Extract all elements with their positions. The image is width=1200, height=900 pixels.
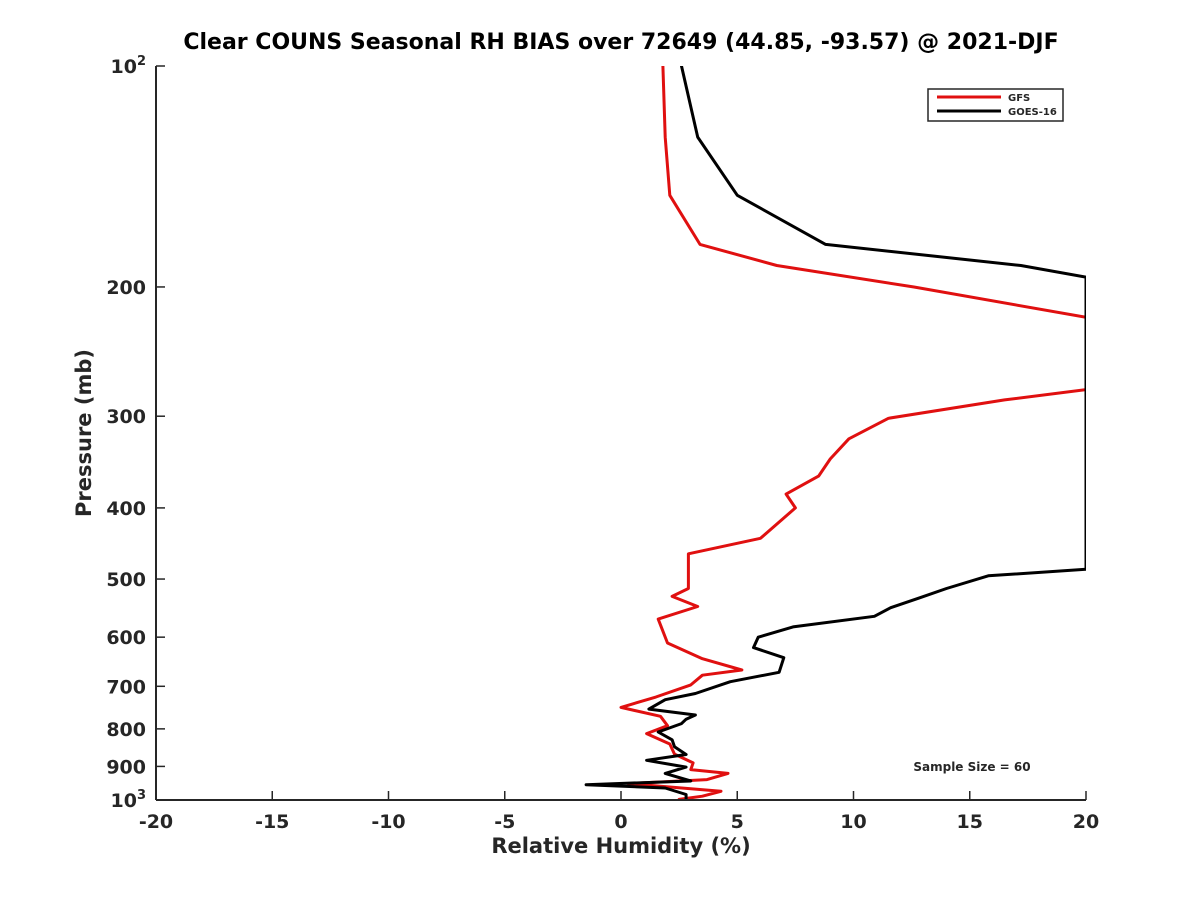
- legend-box: [927, 88, 1064, 122]
- legend-label-gfs: GFS: [1008, 93, 1030, 104]
- x-tick-label: 20: [1073, 811, 1099, 833]
- x-tick-label: 15: [957, 811, 983, 833]
- y-tick-label: 300: [106, 406, 146, 428]
- y-tick-label: 800: [106, 719, 146, 741]
- x-axis-label: Relative Humidity (%): [491, 834, 751, 858]
- y-tick-label: 600: [106, 627, 146, 649]
- x-tick-label: 5: [731, 811, 744, 833]
- y-tick-label: 700: [106, 676, 146, 698]
- x-tick-label: -10: [371, 811, 405, 833]
- x-tick-label: 0: [614, 811, 627, 833]
- y-tick-label: 200: [106, 277, 146, 299]
- sample-size-annotation: Sample Size = 60: [913, 760, 1030, 774]
- y-tick-label: 102: [111, 54, 147, 78]
- series-line-gfs: [619, 66, 1086, 800]
- chart-title: Clear COUNS Seasonal RH BIAS over 72649 …: [183, 30, 1059, 55]
- y-tick-label: 103: [111, 788, 147, 812]
- y-axis-label: Pressure (mb): [72, 349, 96, 517]
- x-tick-label: -5: [494, 811, 515, 833]
- x-tick-label: -15: [255, 811, 289, 833]
- y-tick-label: 900: [106, 756, 146, 778]
- y-tick-label: 500: [106, 569, 146, 591]
- legend-label-goes-16: GOES-16: [1008, 107, 1057, 118]
- x-tick-label: 10: [840, 811, 866, 833]
- x-tick-label: -20: [139, 811, 173, 833]
- series-line-goes-16: [584, 66, 1086, 800]
- y-tick-label: 400: [106, 498, 146, 520]
